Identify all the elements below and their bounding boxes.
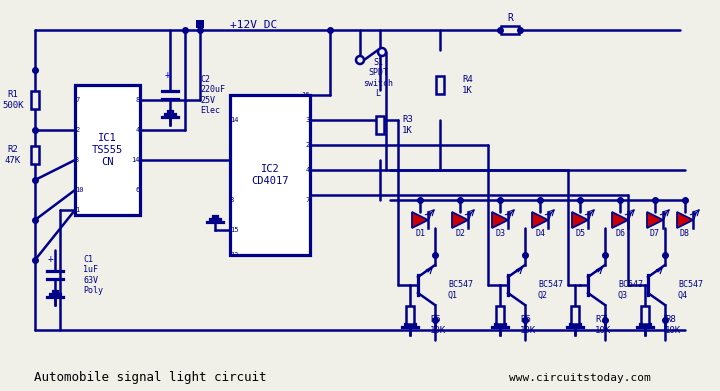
Text: IC2
CD4017: IC2 CD4017 xyxy=(251,164,289,186)
Text: 4: 4 xyxy=(306,167,310,173)
Text: 10: 10 xyxy=(75,187,84,193)
Bar xyxy=(75,85,140,215)
Text: R8
10K: R8 10K xyxy=(665,315,681,335)
Text: R3
1K: R3 1K xyxy=(402,115,413,135)
Text: R4
1K: R4 1K xyxy=(462,75,473,95)
Text: 1: 1 xyxy=(75,207,79,213)
Text: D7: D7 xyxy=(650,230,660,239)
Text: D3: D3 xyxy=(495,230,505,239)
Text: 7: 7 xyxy=(75,97,79,103)
Text: 14: 14 xyxy=(132,157,140,163)
Text: BC547
Q2: BC547 Q2 xyxy=(538,280,563,300)
Text: IC1
TS555
CN: IC1 TS555 CN xyxy=(92,133,123,167)
Text: R7
10K: R7 10K xyxy=(595,315,611,335)
Text: Automobile signal light circuit: Automobile signal light circuit xyxy=(34,371,266,384)
Polygon shape xyxy=(677,212,693,228)
Polygon shape xyxy=(572,212,588,228)
Polygon shape xyxy=(412,212,428,228)
Text: R5
10K: R5 10K xyxy=(430,315,446,335)
Text: 2: 2 xyxy=(306,142,310,148)
Circle shape xyxy=(378,48,386,56)
Bar xyxy=(641,306,649,324)
Polygon shape xyxy=(452,212,468,228)
Text: R1
500K: R1 500K xyxy=(2,90,24,110)
Text: 16: 16 xyxy=(302,92,310,98)
Text: D4: D4 xyxy=(535,230,545,239)
Text: 8: 8 xyxy=(136,97,140,103)
Bar xyxy=(571,306,579,324)
Polygon shape xyxy=(647,212,663,228)
Text: BC547
Q3: BC547 Q3 xyxy=(618,280,643,300)
Text: 4: 4 xyxy=(136,127,140,133)
Text: +: + xyxy=(48,254,54,264)
Text: C2
220uF
25V
Elec: C2 220uF 25V Elec xyxy=(200,75,225,115)
Text: 15: 15 xyxy=(230,227,238,233)
Text: S1
SPDT
switch
L: S1 SPDT switch L xyxy=(363,58,393,98)
Bar xyxy=(376,116,384,134)
Text: D6: D6 xyxy=(615,230,625,239)
Polygon shape xyxy=(492,212,508,228)
Bar xyxy=(436,76,444,94)
Bar xyxy=(31,91,39,109)
Text: D8: D8 xyxy=(680,230,690,239)
Text: 3: 3 xyxy=(75,157,79,163)
Text: 3: 3 xyxy=(306,117,310,123)
Bar xyxy=(230,95,310,255)
Bar xyxy=(196,20,204,28)
Text: 13: 13 xyxy=(230,252,238,258)
Text: 2: 2 xyxy=(75,127,79,133)
Text: 6: 6 xyxy=(136,187,140,193)
Text: D2: D2 xyxy=(455,230,465,239)
Bar xyxy=(406,306,414,324)
Bar xyxy=(501,26,519,34)
Text: +12V DC: +12V DC xyxy=(230,20,277,30)
Bar xyxy=(31,146,39,164)
Bar xyxy=(496,306,504,324)
Text: +: + xyxy=(165,70,171,80)
Circle shape xyxy=(356,56,364,64)
Text: 14: 14 xyxy=(230,117,238,123)
Text: BC547
Q1: BC547 Q1 xyxy=(448,280,473,300)
Text: R6
10K: R6 10K xyxy=(520,315,536,335)
Text: www.circuitstoday.com: www.circuitstoday.com xyxy=(509,373,651,383)
Text: D1: D1 xyxy=(415,230,425,239)
Text: C1
1uF
63V
Poly: C1 1uF 63V Poly xyxy=(83,255,103,295)
Text: D5: D5 xyxy=(575,230,585,239)
Polygon shape xyxy=(532,212,548,228)
Text: 8: 8 xyxy=(230,197,234,203)
Text: 7: 7 xyxy=(306,197,310,203)
Text: R2
47K: R2 47K xyxy=(5,145,21,165)
Text: R: R xyxy=(507,13,513,23)
Text: BC547
Q4: BC547 Q4 xyxy=(678,280,703,300)
Polygon shape xyxy=(612,212,628,228)
